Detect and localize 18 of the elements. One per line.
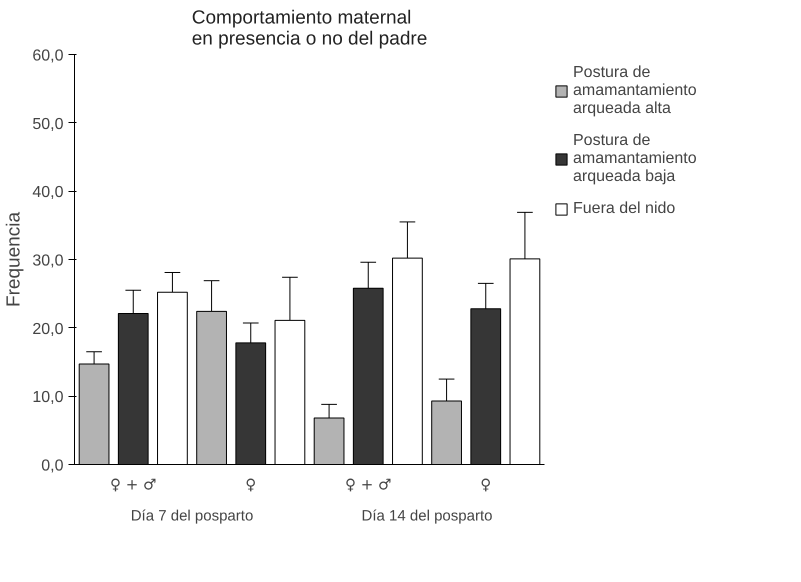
legend-label: Postura de amamantamiento arqueada alta: [573, 64, 697, 118]
y-axis-title: Frequencia: [3, 212, 24, 308]
legend-label: Fuera del nido: [573, 200, 676, 218]
x-tick-label: ♀: [245, 476, 256, 494]
y-tick-label: 0,0: [41, 458, 64, 474]
y-tick-label: 60,0: [32, 48, 64, 64]
x-tick-label: ♀ + ♂: [110, 476, 157, 494]
y-tick-label: 10,0: [32, 389, 64, 406]
chart-title: Comportamiento maternal en presencia o no del padre: [192, 8, 428, 50]
legend-label: Postura de amamantamiento arqueada baja: [573, 132, 697, 186]
y-tick-label: 30,0: [32, 252, 64, 270]
y-tick-label: 20,0: [32, 320, 64, 338]
text: Día 14 del posparto: [362, 508, 492, 524]
y-tick-label: 50,0: [32, 116, 64, 133]
y-tick-label: 40,0: [32, 184, 64, 202]
x-tick-label: ♀ + ♂: [344, 476, 392, 494]
text: Día 7 del posparto: [130, 508, 254, 524]
x-tick-label: ♀: [480, 476, 492, 494]
